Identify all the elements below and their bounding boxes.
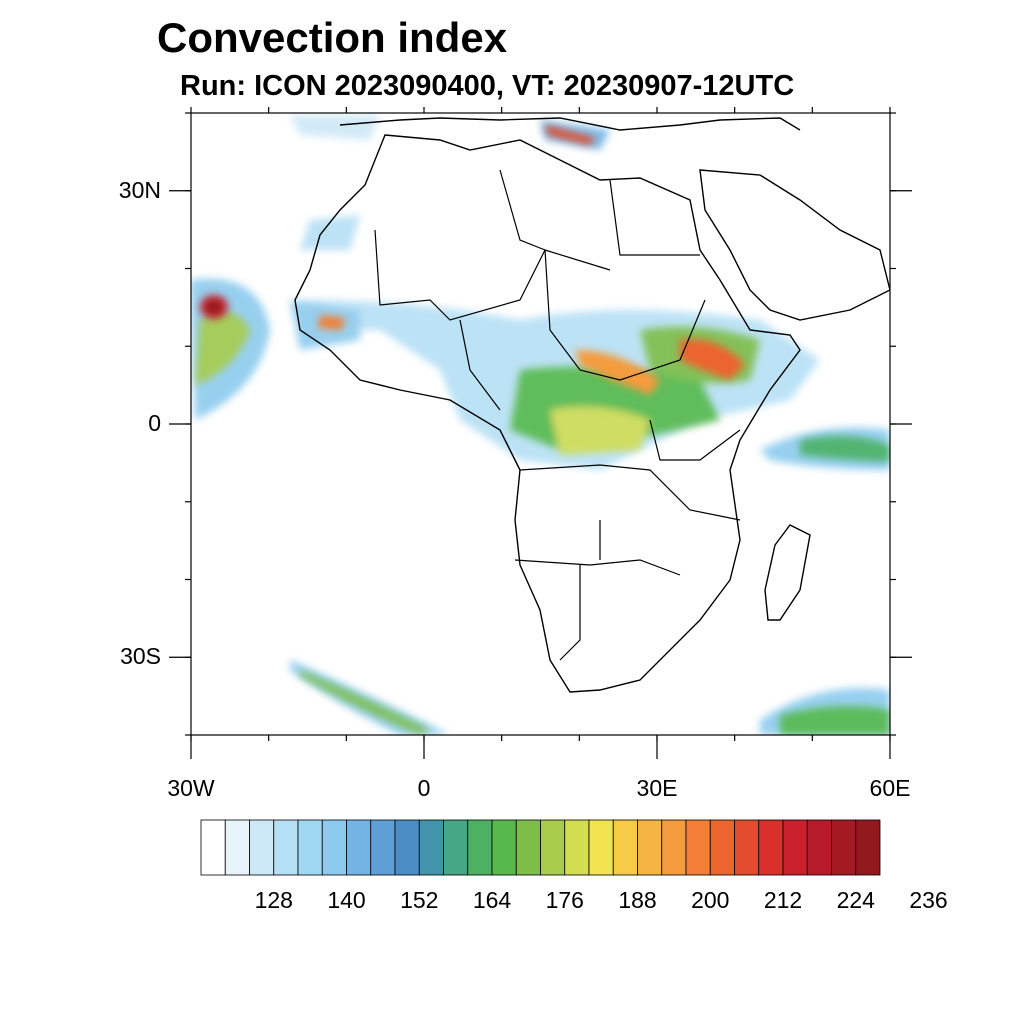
colorbar-swatch — [273, 819, 299, 876]
colorbar-swatch — [370, 819, 396, 876]
colorbar-swatch — [297, 819, 323, 876]
colorbar-swatch — [758, 819, 784, 876]
field-sudan-hotspot — [575, 350, 660, 395]
colorbar-swatch — [418, 819, 444, 876]
colorbar-swatch — [734, 819, 760, 876]
colorbar-swatch — [806, 819, 832, 876]
colorbar-swatch — [394, 819, 420, 876]
border-segment — [519, 464, 741, 521]
map-title: Convection index — [157, 14, 508, 61]
field-mediterranean-hotspot — [545, 125, 595, 145]
colorbar-swatch — [200, 819, 226, 876]
lon-tick-label: 0 — [417, 775, 431, 801]
colorbar-swatch — [515, 819, 541, 876]
arabia-coastline — [699, 169, 890, 321]
colorbar-swatch — [564, 819, 590, 876]
colorbar-swatch — [855, 819, 881, 876]
border-segment — [499, 169, 546, 251]
colorbar-swatch — [612, 819, 638, 876]
field-north-atlantic — [290, 115, 380, 140]
lon-tick-label: 30W — [167, 775, 215, 801]
madagascar-coastline — [764, 524, 811, 621]
colorbar-swatch — [685, 819, 711, 876]
colorbar-swatch — [709, 819, 735, 876]
colorbar-swatch — [224, 819, 250, 876]
colorbar-swatch — [443, 819, 469, 876]
field-senegal-hotspot — [318, 315, 345, 330]
colorbar-boxes — [200, 819, 881, 876]
colorbar-swatch — [491, 819, 517, 876]
colorbar-swatch — [321, 819, 347, 876]
colorbar-swatch — [661, 819, 687, 876]
colorbar-label: 212 — [763, 887, 803, 913]
field-front-core — [300, 670, 430, 735]
africa-coastline — [294, 134, 801, 693]
border-segment — [459, 319, 501, 411]
border-segment — [544, 249, 706, 381]
colorbar-label: 176 — [545, 887, 584, 913]
lon-tick-label: 60E — [869, 775, 911, 801]
colorbar-swatch — [346, 819, 372, 876]
border-segment — [559, 565, 581, 661]
coastline-lines — [294, 117, 890, 693]
country-border-lines — [374, 169, 741, 661]
colorbar-swatch — [782, 819, 808, 876]
colorbar-label: 200 — [691, 887, 730, 913]
europe-coastline — [339, 117, 801, 131]
axis-ticks — [169, 107, 912, 759]
lon-tick-label: 30E — [636, 775, 678, 801]
border-segment — [514, 559, 681, 576]
colorbar-label: 224 — [836, 887, 875, 913]
colorbar-label: 188 — [618, 887, 657, 913]
colorbar-label: 140 — [327, 887, 366, 913]
colorbar-swatch — [467, 819, 493, 876]
field-north-africa-patch — [300, 215, 360, 250]
colorbar-swatch — [831, 819, 857, 876]
lat-tick-label: 30N — [118, 176, 161, 203]
border-segment — [609, 179, 700, 256]
field-congo-core — [550, 406, 650, 455]
cyclone-eye-ring — [206, 300, 222, 314]
colorbar-swatch — [540, 819, 566, 876]
colorbar-label: 164 — [472, 887, 512, 913]
colorbar-swatch — [249, 819, 275, 876]
border-segment — [649, 419, 741, 461]
map-subtitle: Run: ICON 2023090400, VT: 20230907-12UTC — [180, 70, 795, 102]
field-indian-core — [800, 436, 890, 462]
field-south-atlantic-front — [290, 660, 450, 735]
lat-tick-label: 0 — [148, 410, 161, 436]
convection-field — [191, 115, 890, 735]
colorbar-swatch — [637, 819, 663, 876]
colorbar-label: 152 — [400, 887, 439, 913]
colorbar-swatch — [588, 819, 614, 876]
field-southern-core — [780, 706, 890, 735]
lat-tick-label: 30S — [120, 643, 161, 670]
field-cyclone-band — [195, 312, 250, 385]
field-ethiopia-hotspot — [680, 339, 745, 380]
colorbar-label: 236 — [909, 887, 948, 913]
colorbar-label: 128 — [254, 887, 293, 913]
